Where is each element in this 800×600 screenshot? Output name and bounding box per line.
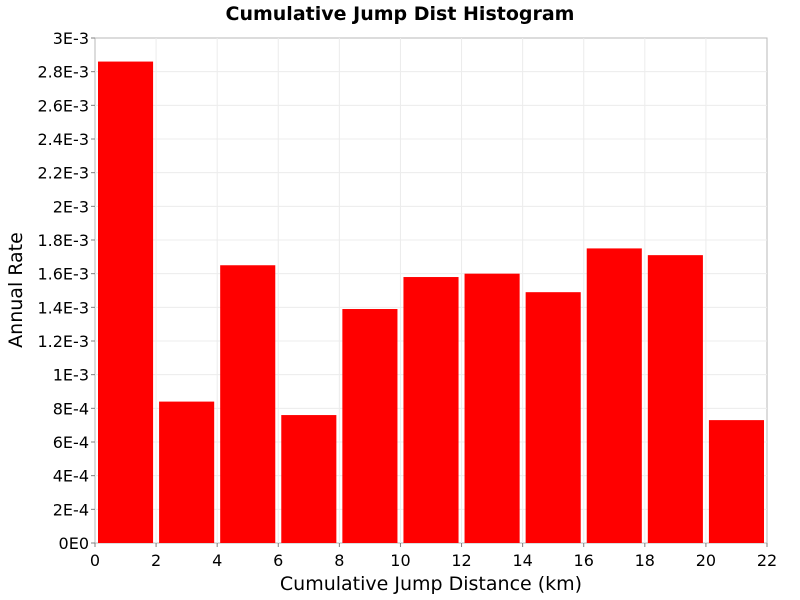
y-tick-label: 1E-3: [53, 366, 89, 385]
chart-title: Cumulative Jump Dist Histogram: [226, 3, 575, 25]
x-tick-label: 14: [512, 551, 532, 570]
y-tick-label: 0E0: [59, 534, 89, 553]
histogram-bar: [98, 61, 154, 544]
histogram-bar: [281, 415, 337, 543]
y-tick-label: 1.2E-3: [37, 332, 89, 351]
y-tick-label: 2.2E-3: [37, 164, 89, 183]
histogram-bar: [159, 401, 215, 543]
x-tick-label: 6: [273, 551, 283, 570]
x-tick-label: 4: [212, 551, 222, 570]
y-tick-label: 6E-4: [53, 433, 89, 452]
histogram-bar: [403, 277, 459, 543]
y-axis-label: Annual Rate: [5, 232, 27, 348]
y-tick-label: 2.8E-3: [37, 63, 89, 82]
histogram-bar: [342, 309, 398, 543]
x-tick-label: 10: [390, 551, 410, 570]
y-tick-label: 2.6E-3: [37, 96, 89, 115]
y-axis-ticks: 0E0 2E-4 4E-4 6E-4 8E-4 1E-3 1.2E-3 1.4E-3 1.6E-…: [37, 29, 95, 553]
x-tick-label: 12: [451, 551, 471, 570]
x-tick-label: 18: [635, 551, 655, 570]
y-tick-label: 1.4E-3: [37, 298, 89, 317]
x-tick-label: 8: [334, 551, 344, 570]
histogram-bar: [708, 420, 764, 543]
y-tick-label: 2E-4: [53, 500, 89, 519]
x-tick-label: 20: [696, 551, 716, 570]
y-tick-label: 1.6E-3: [37, 265, 89, 284]
x-axis-ticks: 0 2 4 6 8 10 12 14 16 18 20 22: [90, 543, 777, 570]
y-tick-label: 1.8E-3: [37, 231, 89, 250]
x-tick-label: 22: [757, 551, 777, 570]
y-tick-label: 4E-4: [53, 467, 89, 486]
x-tick-label: 2: [151, 551, 161, 570]
y-tick-label: 3E-3: [53, 29, 89, 48]
x-axis-label: Cumulative Jump Distance (km): [280, 573, 582, 595]
histogram-bar: [586, 248, 642, 543]
histogram-bar: [525, 292, 581, 543]
bars: [98, 61, 764, 544]
histogram-bar: [464, 273, 520, 543]
x-tick-label: 0: [90, 551, 100, 570]
x-tick-label: 16: [574, 551, 594, 570]
y-tick-label: 8E-4: [53, 399, 89, 418]
histogram-bar: [647, 255, 703, 543]
y-tick-label: 2E-3: [53, 197, 89, 216]
y-tick-label: 2.4E-3: [37, 130, 89, 149]
histogram-bar: [220, 265, 276, 543]
